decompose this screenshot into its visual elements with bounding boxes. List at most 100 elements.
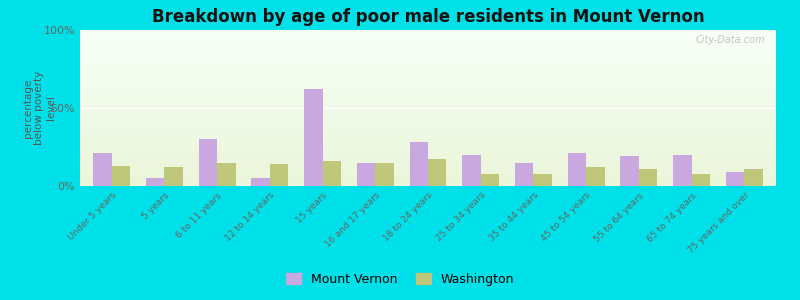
Bar bbox=[80, 158, 776, 159]
Bar bbox=[251, 178, 270, 186]
Bar bbox=[80, 112, 776, 113]
Bar bbox=[80, 62, 776, 63]
Bar bbox=[80, 125, 776, 126]
Bar bbox=[80, 40, 776, 41]
Bar bbox=[375, 163, 394, 186]
Bar bbox=[80, 64, 776, 65]
Bar bbox=[80, 81, 776, 82]
Bar bbox=[80, 133, 776, 134]
Bar bbox=[80, 126, 776, 127]
Bar bbox=[80, 66, 776, 67]
Bar bbox=[80, 103, 776, 104]
Bar bbox=[80, 135, 776, 136]
Bar bbox=[726, 172, 744, 186]
Bar bbox=[621, 156, 639, 186]
Bar bbox=[80, 59, 776, 60]
Bar bbox=[80, 73, 776, 74]
Bar bbox=[80, 141, 776, 142]
Bar bbox=[673, 155, 692, 186]
Bar bbox=[80, 60, 776, 61]
Bar bbox=[80, 63, 776, 64]
Bar bbox=[428, 160, 446, 186]
Bar bbox=[80, 106, 776, 107]
Bar bbox=[80, 76, 776, 77]
Bar bbox=[80, 74, 776, 75]
Bar bbox=[80, 178, 776, 179]
Bar bbox=[80, 161, 776, 162]
Bar bbox=[80, 72, 776, 73]
Bar bbox=[80, 166, 776, 167]
Bar bbox=[80, 75, 776, 76]
Bar bbox=[80, 49, 776, 50]
Bar bbox=[80, 45, 776, 46]
Bar bbox=[80, 180, 776, 181]
Bar bbox=[80, 139, 776, 140]
Y-axis label: percentage
below poverty
level: percentage below poverty level bbox=[22, 71, 56, 145]
Bar bbox=[80, 57, 776, 58]
Bar bbox=[80, 102, 776, 103]
Bar bbox=[80, 143, 776, 144]
Bar bbox=[80, 144, 776, 145]
Bar bbox=[80, 174, 776, 175]
Bar bbox=[80, 54, 776, 55]
Bar bbox=[80, 107, 776, 108]
Bar bbox=[80, 71, 776, 72]
Bar bbox=[80, 147, 776, 148]
Bar bbox=[80, 182, 776, 183]
Bar bbox=[80, 39, 776, 40]
Bar bbox=[744, 169, 763, 186]
Bar bbox=[80, 30, 776, 31]
Bar bbox=[80, 149, 776, 150]
Bar bbox=[568, 153, 586, 186]
Bar bbox=[80, 167, 776, 168]
Bar bbox=[80, 177, 776, 178]
Bar bbox=[80, 61, 776, 62]
Bar bbox=[80, 36, 776, 37]
Bar bbox=[80, 138, 776, 139]
Bar bbox=[80, 123, 776, 124]
Bar bbox=[80, 48, 776, 49]
Bar bbox=[146, 178, 164, 186]
Bar bbox=[80, 47, 776, 48]
Bar bbox=[639, 169, 658, 186]
Bar bbox=[80, 153, 776, 154]
Bar bbox=[80, 58, 776, 59]
Bar bbox=[80, 105, 776, 106]
Bar bbox=[80, 155, 776, 156]
Bar bbox=[322, 161, 341, 186]
Bar bbox=[80, 137, 776, 138]
Bar bbox=[481, 173, 499, 186]
Bar bbox=[93, 153, 112, 186]
Bar bbox=[80, 96, 776, 97]
Bar bbox=[80, 131, 776, 132]
Bar bbox=[80, 108, 776, 109]
Bar bbox=[80, 104, 776, 105]
Bar bbox=[80, 152, 776, 153]
Bar bbox=[80, 32, 776, 33]
Bar bbox=[80, 87, 776, 88]
Bar bbox=[80, 70, 776, 71]
Bar bbox=[80, 100, 776, 101]
Bar bbox=[80, 78, 776, 79]
Bar bbox=[80, 82, 776, 83]
Bar bbox=[80, 164, 776, 165]
Bar bbox=[80, 142, 776, 143]
Bar bbox=[80, 175, 776, 176]
Bar bbox=[80, 33, 776, 34]
Bar bbox=[80, 90, 776, 91]
Bar bbox=[80, 120, 776, 121]
Bar bbox=[80, 117, 776, 118]
Bar bbox=[80, 50, 776, 51]
Title: Breakdown by age of poor male residents in Mount Vernon: Breakdown by age of poor male residents … bbox=[152, 8, 704, 26]
Bar bbox=[80, 140, 776, 141]
Bar bbox=[80, 132, 776, 133]
Bar bbox=[80, 115, 776, 116]
Bar bbox=[80, 35, 776, 36]
Bar bbox=[80, 124, 776, 125]
Bar bbox=[80, 56, 776, 57]
Text: City-Data.com: City-Data.com bbox=[696, 35, 766, 45]
Bar bbox=[80, 160, 776, 161]
Bar bbox=[80, 79, 776, 80]
Bar bbox=[198, 139, 217, 186]
Bar bbox=[80, 185, 776, 186]
